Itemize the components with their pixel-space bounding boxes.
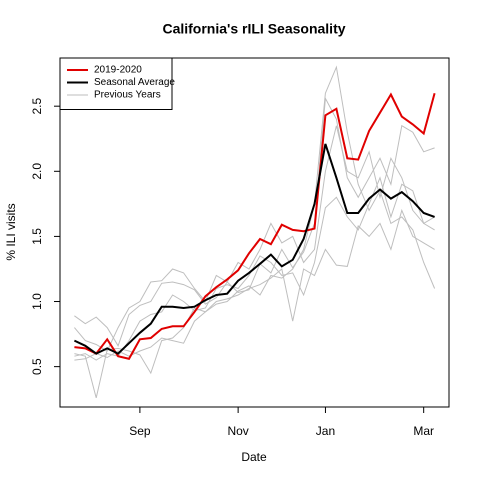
y-axis-label: % ILI visits bbox=[4, 203, 18, 260]
y-tick-label: 0.5 bbox=[30, 358, 44, 375]
x-tick-label: Sep bbox=[129, 424, 151, 438]
series-line bbox=[74, 176, 435, 361]
x-tick-label: Jan bbox=[316, 424, 335, 438]
series-line bbox=[74, 65, 436, 361]
series-line bbox=[74, 125, 435, 352]
x-axis-label: Date bbox=[241, 450, 267, 464]
legend-box bbox=[59, 57, 173, 110]
series-line bbox=[73, 143, 435, 355]
series-line bbox=[74, 96, 435, 347]
legend-label: Seasonal Average bbox=[94, 77, 175, 88]
series-line bbox=[74, 208, 435, 399]
chart-title: California's rILI Seasonality bbox=[162, 21, 345, 37]
x-tick-label: Mar bbox=[413, 424, 434, 438]
legend-label: 2019-2020 bbox=[94, 65, 142, 76]
y-tick-label: 2.0 bbox=[30, 163, 44, 180]
legend-label: Previous Years bbox=[94, 90, 161, 101]
y-tick-label: 1.5 bbox=[30, 228, 44, 245]
y-tick-label: 2.5 bbox=[30, 98, 44, 115]
y-tick-label: 1.0 bbox=[30, 293, 44, 310]
plot-lines bbox=[73, 65, 436, 399]
series-line bbox=[74, 92, 436, 360]
x-tick-label: Nov bbox=[227, 424, 248, 438]
